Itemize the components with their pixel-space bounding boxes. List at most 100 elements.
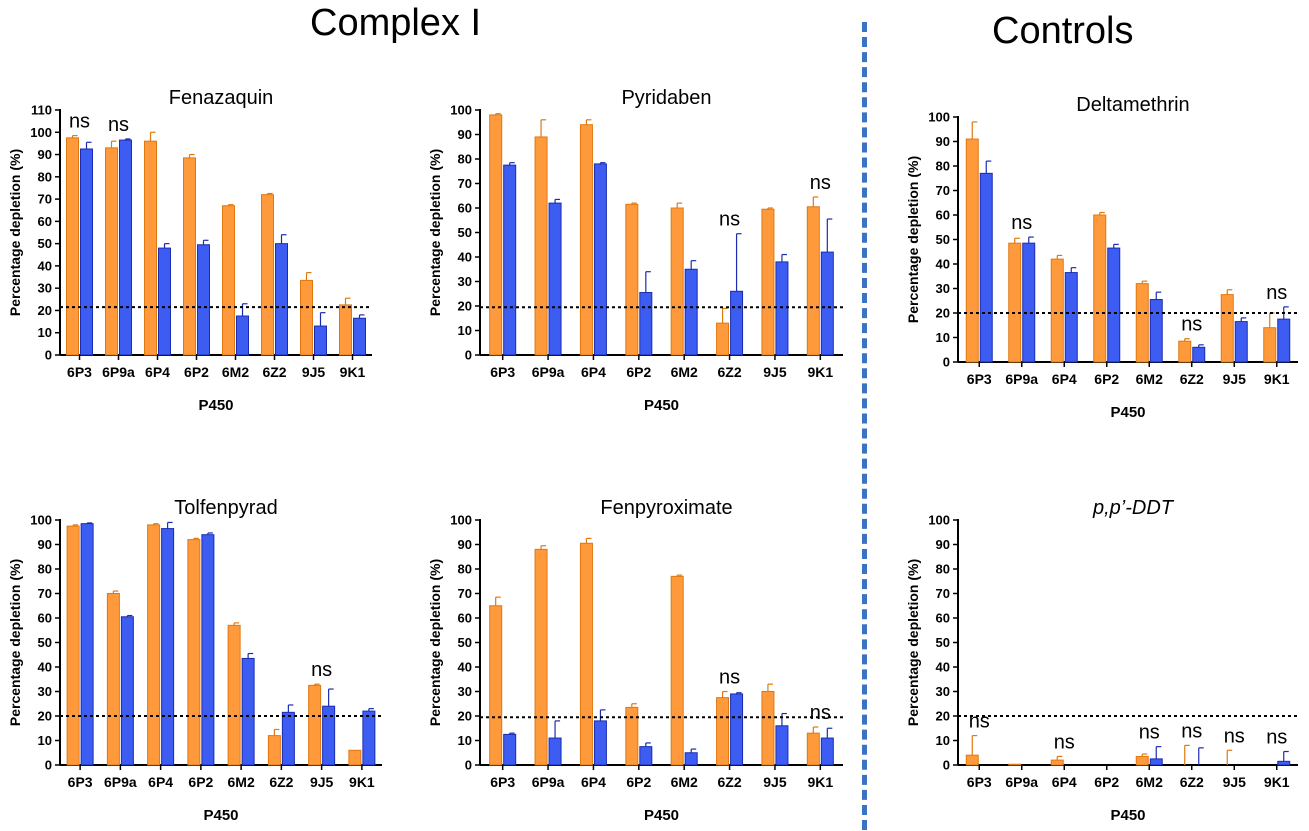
y-tick-label: 20 <box>458 299 472 314</box>
orange-bar <box>1135 755 1149 766</box>
ns-annotation: ns <box>810 702 831 724</box>
y-tick-label: 20 <box>936 709 950 724</box>
y-tick-label: 80 <box>458 562 472 577</box>
orange-bar <box>761 208 775 356</box>
y-tick-label: 0 <box>943 355 950 370</box>
ns-annotation: ns <box>1181 720 1202 742</box>
x-axis-label: P450 <box>198 397 233 414</box>
y-tick-label: 30 <box>458 684 472 699</box>
x-tick-label: 9J5 <box>1223 371 1247 387</box>
controls-header: Controls <box>992 10 1134 52</box>
blue-bar <box>820 737 834 766</box>
chart-pp-ddt: p,p’-DDT Percentage depletion (%) 0 10 20 30 4… <box>905 497 1298 824</box>
blue-bar <box>684 752 698 766</box>
chart-title: Tolfenpyrad <box>174 497 277 519</box>
x-tick-label: 6P9a <box>104 774 137 790</box>
x-tick-label: 6Z2 <box>1180 371 1204 387</box>
orange-bar <box>965 138 979 363</box>
x-axis-label: P450 <box>203 807 238 824</box>
ns-annotation: ns <box>719 209 740 231</box>
chart-fenpyroximate: Fenpyroximate Percentage depletion (%) 0 10… <box>427 497 843 824</box>
y-axis-label: Percentage depletion (%) <box>427 559 443 726</box>
x-tick-label: 6P2 <box>184 364 209 380</box>
x-tick-label: 6P3 <box>967 371 992 387</box>
section-divider <box>862 22 867 830</box>
orange-bar <box>806 206 820 356</box>
blue-bar <box>197 244 210 356</box>
x-tick-label: 6P2 <box>626 774 651 790</box>
blue-bar <box>1149 299 1163 363</box>
x-tick-label: 6P9a <box>532 364 565 380</box>
x-tick-label: 6M2 <box>1136 371 1163 387</box>
y-tick-label: 40 <box>936 660 950 675</box>
orange-bar <box>579 542 593 766</box>
y-tick-label: 20 <box>936 306 950 321</box>
blue-bar <box>639 292 653 356</box>
blue-bar <box>120 616 134 766</box>
blue-bar <box>503 164 517 356</box>
orange-bar <box>1135 283 1149 363</box>
y-tick-label: 40 <box>38 660 52 675</box>
blue-bar <box>1234 321 1248 363</box>
x-axis-label: P450 <box>644 807 679 824</box>
chart-pyridaben: Pyridaben Percentage depletion (%) 0 10 20 30… <box>427 87 843 414</box>
chart-title: p,p’-DDT <box>1092 497 1175 519</box>
orange-bar <box>534 136 548 356</box>
x-axis-label: P450 <box>1110 807 1145 824</box>
y-tick-label: 110 <box>31 103 52 118</box>
orange-bar <box>1008 763 1022 766</box>
x-tick-label: 9J5 <box>310 774 334 790</box>
x-tick-label: 6P4 <box>148 774 173 790</box>
y-tick-label: 70 <box>458 586 472 601</box>
y-tick-label: 100 <box>928 110 950 125</box>
chart-title: Fenpyroximate <box>600 497 732 519</box>
y-axis-label: Percentage depletion (%) <box>905 559 921 726</box>
chart-tolfenpyrad: Tolfenpyrad Percentage depletion (%) 0 10 20… <box>7 497 382 824</box>
y-tick-label: 70 <box>458 176 472 191</box>
blue-bar <box>979 172 993 363</box>
blue-bar <box>684 268 698 356</box>
y-tick-label: 60 <box>38 611 52 626</box>
chart-title: Fenazaquin <box>169 87 274 109</box>
blue-bar <box>80 523 94 766</box>
blue-bar <box>775 725 789 766</box>
orange-bar <box>267 735 281 766</box>
y-tick-label: 70 <box>38 586 52 601</box>
x-axis-label: P450 <box>644 397 679 414</box>
orange-bar <box>308 684 322 766</box>
y-tick-label: 50 <box>458 225 472 240</box>
ns-annotation: ns <box>1139 722 1160 744</box>
y-tick-label: 30 <box>936 684 950 699</box>
orange-bar <box>489 605 503 766</box>
y-tick-label: 80 <box>38 562 52 577</box>
orange-bar <box>1220 294 1234 363</box>
x-tick-label: 6Z2 <box>269 774 293 790</box>
orange-bar <box>1178 340 1192 363</box>
orange-bar <box>625 706 639 766</box>
blue-bar <box>1149 758 1163 766</box>
x-tick-label: 6M2 <box>671 774 698 790</box>
ns-annotation: ns <box>1054 731 1075 753</box>
x-tick-label: 6Z2 <box>718 774 742 790</box>
y-tick-label: 100 <box>450 103 472 118</box>
orange-bar <box>261 194 274 356</box>
y-tick-label: 0 <box>465 348 472 363</box>
complex-i-header: Complex I <box>310 2 482 44</box>
x-tick-label: 6P3 <box>490 774 515 790</box>
x-tick-label: 6P4 <box>581 774 606 790</box>
orange-bar <box>670 575 684 766</box>
blue-bar <box>593 720 607 766</box>
y-tick-label: 0 <box>45 758 52 773</box>
ns-annotation: ns <box>1266 282 1287 304</box>
blue-bar <box>161 528 175 766</box>
chart-title: Deltamethrin <box>1076 94 1189 116</box>
blue-bar <box>1192 346 1206 363</box>
x-tick-label: 9K1 <box>807 774 833 790</box>
blue-bar <box>158 247 171 356</box>
x-tick-label: 6Z2 <box>718 364 742 380</box>
y-tick-label: 90 <box>458 537 472 552</box>
chart-title: Pyridaben <box>621 87 711 109</box>
blue-bar <box>730 693 744 766</box>
x-tick-label: 6M2 <box>1136 774 1163 790</box>
y-tick-label: 30 <box>38 684 52 699</box>
